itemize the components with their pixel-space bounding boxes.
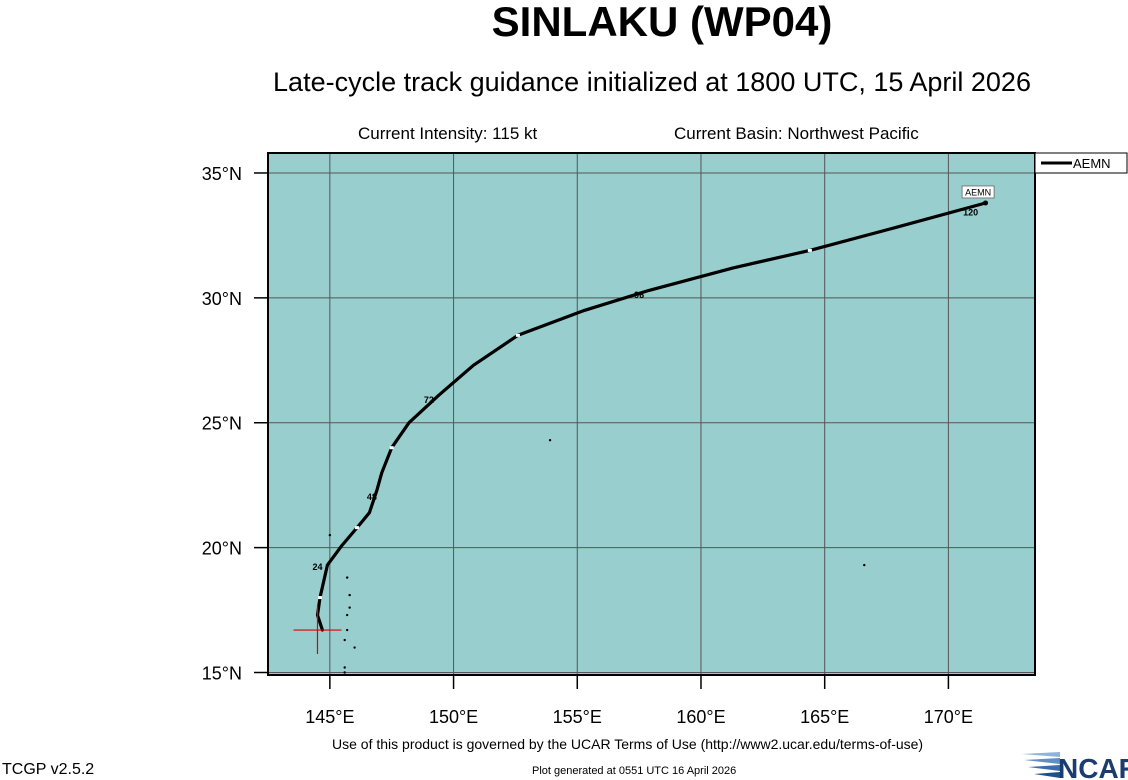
lat-tick-label: 15°N — [202, 664, 242, 684]
island — [548, 439, 552, 442]
track-line-aemn — [315, 201, 988, 632]
lon-tick-label: 145°E — [305, 707, 354, 727]
lon-tick-label: 170°E — [924, 707, 973, 727]
forecast-hour-label: 72 — [424, 395, 434, 405]
lon-tick-label: 150°E — [429, 707, 478, 727]
track-end-label-box — [961, 185, 995, 199]
version-label: TCGP v2.5.2 — [2, 761, 95, 778]
track-end-point — [983, 200, 989, 206]
ncar-logo-text: NCAR — [1058, 753, 1128, 780]
island — [328, 533, 332, 537]
island — [345, 576, 349, 579]
lat-tick-label: 30°N — [202, 289, 242, 309]
island — [345, 628, 349, 632]
island — [343, 671, 346, 674]
island-markers — [328, 439, 866, 674]
island — [343, 638, 346, 642]
grid-lines — [268, 153, 1035, 675]
track-tau-marker — [317, 596, 322, 600]
island — [353, 646, 356, 649]
island — [343, 666, 346, 669]
terms-of-use: Use of this product is governed by the U… — [332, 736, 924, 752]
current-basin: Current Basin: Northwest Pacific — [674, 124, 919, 143]
island — [348, 593, 351, 597]
lon-tick-label: 165°E — [800, 707, 849, 727]
legend: AEMN — [1034, 152, 1128, 174]
track-labels: 24 48 72 96 120 AEMN — [312, 185, 995, 572]
track-tau-marker — [355, 526, 360, 530]
track-tau-marker — [389, 446, 394, 450]
track-end-label: AEMN — [965, 187, 991, 197]
ocean-background — [268, 153, 1035, 675]
forecast-hour-label: 48 — [367, 492, 377, 502]
chart-title: SINLAKU (WP04) — [491, 0, 833, 45]
generated-time: Plot generated at 0551 UTC 16 April 2026 — [532, 765, 737, 777]
lat-tick-label: 35°N — [202, 164, 242, 184]
axis-ticks: 145°E 150°E 155°E 160°E 165°E 170°E 15°N 20°N 25… — [202, 164, 973, 727]
forecast-hour-label: 24 — [312, 562, 322, 572]
island — [863, 563, 866, 567]
island — [345, 613, 349, 617]
forecast-hour-label: 120 — [963, 207, 978, 217]
lon-tick-label: 155°E — [553, 707, 602, 727]
track-tau-marker — [515, 333, 520, 337]
chart-subtitle: Late-cycle track guidance initialized at… — [273, 67, 1031, 97]
lon-tick-label: 160°E — [676, 707, 725, 727]
ncar-logo: NCAR — [1022, 752, 1128, 780]
lat-tick-label: 20°N — [202, 539, 242, 559]
legend-label: AEMN — [1073, 156, 1111, 171]
lat-tick-label: 25°N — [202, 414, 242, 434]
track-layer — [293, 200, 989, 655]
island — [348, 606, 351, 609]
legend-entry-box — [1034, 152, 1128, 174]
track-tau-marker — [807, 248, 812, 252]
forecast-hour-label: 96 — [634, 290, 644, 300]
current-intensity: Current Intensity: 115 kt — [358, 124, 538, 143]
plot-frame — [267, 152, 1036, 676]
